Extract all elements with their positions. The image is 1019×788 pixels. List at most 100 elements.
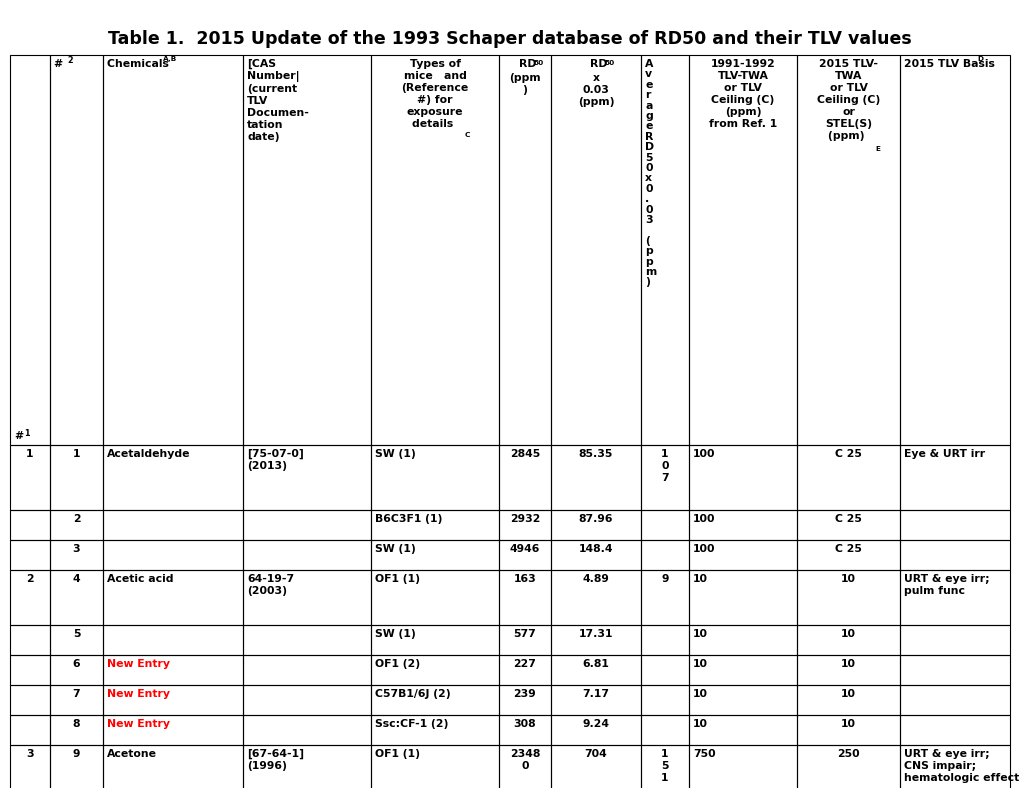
Bar xyxy=(796,55,899,445)
Text: #: # xyxy=(54,59,67,69)
Text: RD: RD xyxy=(519,59,536,69)
Text: 87.96: 87.96 xyxy=(578,514,612,524)
Text: Eye & URT irr: Eye & URT irr xyxy=(903,449,984,459)
Bar xyxy=(10,540,50,570)
Bar xyxy=(550,685,640,715)
Bar xyxy=(10,715,50,745)
Bar xyxy=(899,655,1009,685)
Bar xyxy=(243,55,371,445)
Bar xyxy=(50,655,103,685)
Text: 704: 704 xyxy=(584,749,606,759)
Text: C 25: C 25 xyxy=(835,514,861,524)
Bar xyxy=(688,655,796,685)
Bar xyxy=(371,715,498,745)
Text: RD: RD xyxy=(589,59,607,69)
Bar xyxy=(50,445,103,510)
Text: 2: 2 xyxy=(67,56,72,65)
Bar xyxy=(371,510,498,540)
Bar xyxy=(688,55,796,445)
Bar xyxy=(796,540,899,570)
Bar xyxy=(640,55,688,445)
Bar xyxy=(50,715,103,745)
Text: 3: 3 xyxy=(26,749,34,759)
Text: D: D xyxy=(976,56,982,62)
Text: 1
5
1: 1 5 1 xyxy=(660,749,668,783)
Text: OF1 (1): OF1 (1) xyxy=(375,749,420,759)
Text: 10: 10 xyxy=(841,719,855,729)
Bar xyxy=(498,655,550,685)
Bar xyxy=(796,625,899,655)
Bar xyxy=(796,655,899,685)
Bar xyxy=(243,540,371,570)
Text: 100: 100 xyxy=(692,544,714,554)
Text: C 25: C 25 xyxy=(835,449,861,459)
Bar xyxy=(10,745,50,788)
Text: 10: 10 xyxy=(841,659,855,669)
Bar xyxy=(688,570,796,625)
Text: Acetic acid: Acetic acid xyxy=(107,574,173,584)
Text: 10: 10 xyxy=(692,574,707,584)
Text: 50: 50 xyxy=(603,60,613,66)
Bar xyxy=(371,55,498,445)
Text: 17.31: 17.31 xyxy=(578,629,612,639)
Bar xyxy=(498,625,550,655)
Bar xyxy=(50,510,103,540)
Text: 250: 250 xyxy=(837,749,859,759)
Bar xyxy=(899,55,1009,445)
Text: 100: 100 xyxy=(692,514,714,524)
Text: 100: 100 xyxy=(692,449,714,459)
Text: 9.24: 9.24 xyxy=(582,719,609,729)
Text: 10: 10 xyxy=(692,719,707,729)
Bar xyxy=(243,685,371,715)
Bar xyxy=(688,445,796,510)
Bar xyxy=(550,510,640,540)
Text: 308: 308 xyxy=(514,719,536,729)
Bar xyxy=(10,445,50,510)
Bar xyxy=(498,715,550,745)
Bar xyxy=(243,715,371,745)
Text: OF1 (2): OF1 (2) xyxy=(375,659,420,669)
Text: 1: 1 xyxy=(24,429,30,438)
Bar xyxy=(688,625,796,655)
Text: 4946: 4946 xyxy=(510,544,540,554)
Bar xyxy=(371,570,498,625)
Text: 5: 5 xyxy=(72,629,81,639)
Text: 6.81: 6.81 xyxy=(582,659,608,669)
Bar xyxy=(550,570,640,625)
Text: A,B: A,B xyxy=(163,56,177,62)
Text: #: # xyxy=(14,431,23,441)
Bar xyxy=(796,745,899,788)
Bar xyxy=(550,625,640,655)
Bar xyxy=(498,745,550,788)
Text: 7.17: 7.17 xyxy=(582,689,609,699)
Text: OF1 (1): OF1 (1) xyxy=(375,574,420,584)
Bar xyxy=(243,570,371,625)
Bar xyxy=(50,55,103,445)
Bar xyxy=(498,540,550,570)
Text: A
v
e
r
a
g
e
R
D
5
0
x
0
.
0
3

(
p
p
m
): A v e r a g e R D 5 0 x 0 . 0 3 ( p p m … xyxy=(644,59,655,288)
Text: 2845: 2845 xyxy=(510,449,540,459)
Text: Ssc:CF-1 (2): Ssc:CF-1 (2) xyxy=(375,719,448,729)
Bar xyxy=(498,685,550,715)
Bar xyxy=(550,445,640,510)
Bar xyxy=(50,685,103,715)
Text: E: E xyxy=(874,146,879,152)
Text: C: C xyxy=(465,132,470,137)
Bar xyxy=(796,570,899,625)
Bar xyxy=(550,715,640,745)
Bar xyxy=(10,625,50,655)
Text: 3: 3 xyxy=(72,544,81,554)
Bar xyxy=(103,55,243,445)
Bar xyxy=(796,445,899,510)
Text: 8: 8 xyxy=(72,719,81,729)
Bar xyxy=(640,625,688,655)
Bar xyxy=(688,510,796,540)
Bar xyxy=(50,570,103,625)
Text: 50: 50 xyxy=(533,60,543,66)
Text: 10: 10 xyxy=(841,574,855,584)
Bar xyxy=(103,715,243,745)
Bar xyxy=(103,445,243,510)
Text: C 25: C 25 xyxy=(835,544,861,554)
Bar xyxy=(688,685,796,715)
Text: 2348
0: 2348 0 xyxy=(510,749,540,771)
